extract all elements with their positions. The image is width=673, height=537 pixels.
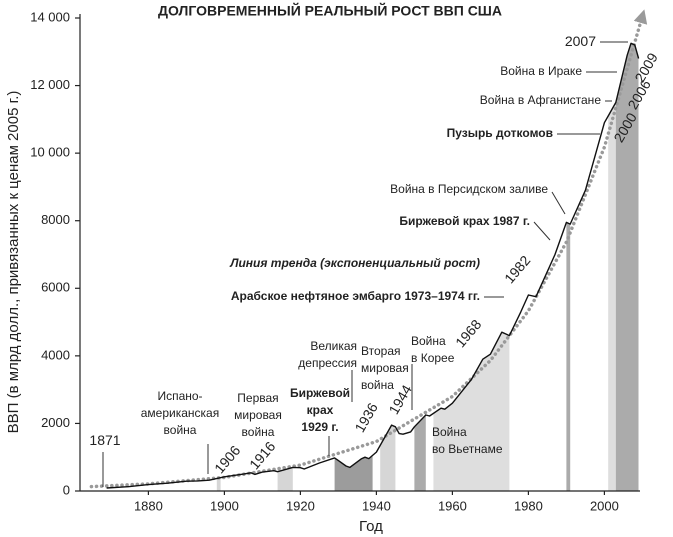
y-tick-label: 14 000 [30, 9, 70, 24]
y-tick-label: 0 [63, 482, 70, 497]
annotation-line: депрессия [298, 356, 357, 370]
annotation-line: Линия тренда (экспоненциальный рост) [229, 256, 480, 270]
annotation: Линия тренда (экспоненциальный рост) [229, 256, 480, 270]
annotation-line: война [242, 425, 275, 439]
annotation-line: Великая [310, 339, 357, 353]
y-tick-label: 8000 [41, 212, 70, 227]
trend-line [89, 9, 648, 489]
annotation: 1968 [452, 316, 484, 350]
annotation: Война в Корее [411, 334, 455, 365]
gdp-line [106, 42, 640, 489]
annotation-line: мировая [361, 361, 409, 375]
annotation: Арабское нефтяное эмбарго 1973–1974 гг. [231, 289, 480, 303]
annotation: 1916 [246, 438, 278, 472]
annotation-line: 1871 [89, 432, 120, 448]
annotation-line: Вторая [361, 344, 401, 358]
annotation: Война во Вьетнаме [432, 425, 503, 456]
annotation: Война в Афганистане [480, 93, 602, 107]
annotation-line: Война [432, 425, 467, 439]
annotation: Испано-американская война [141, 389, 219, 437]
annotation-line: 2007 [565, 33, 596, 49]
y-axis-label: ВВП (в млрд долл., привязанных к ценам 2… [5, 91, 22, 434]
annotation: Биржевой крах 1987 г. [399, 214, 530, 228]
y-tick-label: 6000 [41, 280, 70, 295]
chart-title: ДОЛГОВРЕМЕННЫЙ РЕАЛЬНЫЙ РОСТ ВВП США [158, 2, 502, 19]
y-tick-label: 10 000 [30, 145, 70, 160]
annotation-line: Война в Ираке [500, 64, 582, 78]
annotation: 1936 [351, 400, 381, 435]
y-tick-label: 12 000 [30, 77, 70, 92]
x-axis-label: Год [359, 518, 383, 535]
annotation-line: в Корее [411, 351, 455, 365]
annotation: Первая мировая война [234, 391, 282, 439]
annotation: Пузырь доткомов [447, 126, 553, 140]
annotation-line: Биржевой крах 1987 г. [399, 214, 530, 228]
period-band [566, 43, 571, 491]
y-tick-label: 4000 [41, 347, 70, 362]
annotation-line: 1906 [211, 442, 243, 476]
annotation: Биржевой крах 1929 г. [290, 386, 350, 434]
x-tick-label: 2000 [590, 498, 619, 513]
period-band [608, 43, 616, 491]
annotation: Вторая мировая война [361, 344, 409, 392]
x-tick-label: 1880 [134, 498, 163, 513]
annotation: Война в Персидском заливе [390, 182, 548, 196]
annotation-line: Война в Афганистане [480, 93, 602, 107]
annotation-line: 1916 [246, 438, 278, 472]
annotation: 1871 [89, 432, 120, 448]
x-tick-label: 1940 [362, 498, 391, 513]
annotation-line: война [164, 423, 197, 437]
annotation-line: Арабское нефтяное эмбарго 1973–1974 гг. [231, 289, 480, 303]
annotation: 2007 [565, 33, 596, 49]
annotation: Война в Ираке [500, 64, 582, 78]
annotation-line: крах [307, 403, 334, 417]
x-tick-label: 1900 [210, 498, 239, 513]
annotation: 1906 [211, 442, 243, 476]
annotation-line: Первая [237, 391, 278, 405]
annotation: Великая депрессия [298, 339, 357, 370]
period-band [433, 43, 510, 491]
annotation: 1982 [501, 252, 533, 286]
x-tick-label: 1980 [514, 498, 543, 513]
annotation-line: 1968 [452, 316, 484, 350]
annotation-line: Испано- [157, 389, 202, 403]
period-band [615, 43, 639, 491]
annotation-line: Война [411, 334, 446, 348]
annotation-line: американская [141, 406, 219, 420]
period-band [380, 43, 396, 491]
annotation-line: Пузырь доткомов [447, 126, 553, 140]
annotation-line: Война в Персидском заливе [390, 182, 548, 196]
annotation-line: 1936 [351, 400, 381, 435]
annotation-line: 1929 г. [301, 420, 338, 434]
annotation-line: во Вьетнаме [432, 442, 503, 456]
x-tick-label: 1960 [438, 498, 467, 513]
annotation-line: мировая [234, 408, 282, 422]
x-tick-label: 1920 [286, 498, 315, 513]
y-tick-label: 2000 [41, 415, 70, 430]
annotation-line: 1982 [501, 252, 533, 286]
annotation-line: Биржевой [290, 386, 350, 400]
pointer-line [533, 221, 551, 241]
pointer-line [551, 191, 566, 215]
annotation-line: война [361, 378, 394, 392]
